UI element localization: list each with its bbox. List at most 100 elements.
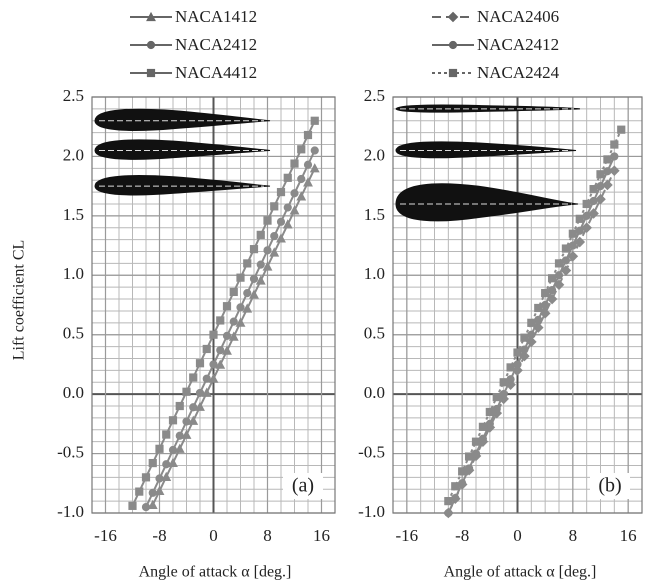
- marker: [568, 241, 577, 250]
- x-axis-label: Angle of attack α [deg.]: [139, 564, 292, 581]
- marker: [595, 193, 606, 205]
- marker: [448, 68, 458, 78]
- marker: [513, 348, 522, 357]
- marker: [283, 203, 292, 212]
- marker: [596, 182, 605, 191]
- y-tick-label: 2.0: [364, 145, 385, 164]
- marker: [492, 393, 501, 402]
- marker: [527, 330, 536, 339]
- marker: [263, 216, 272, 225]
- y-tick-label: 1.0: [364, 264, 385, 283]
- marker: [520, 333, 529, 342]
- marker: [270, 202, 279, 211]
- marker: [485, 419, 494, 428]
- marker: [202, 374, 211, 383]
- marker: [499, 390, 508, 399]
- marker: [202, 344, 211, 354]
- marker: [554, 259, 564, 268]
- airfoil: [395, 104, 581, 113]
- x-axis-label: Angle of attack α [deg.]: [444, 564, 597, 581]
- marker: [451, 494, 460, 503]
- marker: [216, 346, 225, 355]
- marker: [561, 256, 571, 265]
- plot-frame: [392, 96, 643, 514]
- x-tick-label: 8: [569, 526, 578, 545]
- marker: [141, 502, 151, 512]
- y-tick-label: -0.5: [57, 442, 84, 461]
- legend-label: NACA2412: [477, 35, 559, 54]
- marker: [256, 230, 265, 239]
- marker: [256, 260, 265, 269]
- marker: [215, 359, 226, 369]
- marker: [236, 303, 245, 312]
- marker: [195, 359, 205, 368]
- marker: [222, 302, 232, 311]
- y-tick-label: -0.5: [358, 442, 385, 461]
- marker: [520, 345, 529, 354]
- legend-entry: NACA2406: [432, 7, 559, 26]
- marker: [513, 360, 522, 369]
- marker: [243, 289, 252, 298]
- plot-frame: [91, 96, 336, 514]
- marker: [478, 422, 488, 431]
- legend-label: NACA4412: [175, 63, 257, 82]
- marker: [303, 130, 313, 140]
- y-tick-label: 2.5: [63, 86, 84, 105]
- y-tick-label: 2.5: [364, 86, 385, 105]
- marker: [283, 173, 292, 182]
- marker: [209, 330, 218, 339]
- marker: [451, 482, 460, 491]
- marker: [222, 331, 232, 341]
- marker: [296, 191, 307, 201]
- marker: [589, 196, 598, 206]
- marker: [554, 271, 564, 280]
- marker: [195, 401, 205, 411]
- legend-entry: NACA4412: [130, 63, 257, 82]
- marker: [146, 40, 156, 50]
- panel-label-box: (a): [283, 473, 323, 499]
- marker: [229, 287, 238, 297]
- marker: [448, 40, 458, 50]
- marker: [189, 373, 198, 382]
- airfoil-sketches: [94, 104, 581, 222]
- marker: [602, 179, 613, 191]
- marker: [249, 289, 259, 299]
- marker: [478, 434, 488, 443]
- y-tick-label: -1.0: [358, 502, 385, 521]
- marker: [492, 404, 501, 414]
- marker: [610, 140, 619, 149]
- marker: [603, 167, 612, 176]
- marker: [547, 286, 557, 295]
- marker: [262, 261, 273, 271]
- legend-entry: NACA2412: [130, 35, 257, 54]
- marker: [228, 331, 239, 341]
- marker: [195, 388, 205, 398]
- marker: [297, 174, 306, 184]
- panel: -1.0 -0.5 0.0 0.5 1.0 1.5 2.0 2.5 -16 -8 0 8 16: [358, 86, 643, 545]
- marker: [541, 289, 550, 298]
- marker: [141, 473, 151, 482]
- marker: [447, 11, 459, 23]
- legend-entry: NACA2424: [432, 63, 560, 82]
- y-tick-label: -1.0: [57, 502, 84, 521]
- marker: [609, 165, 620, 176]
- marker: [581, 222, 592, 234]
- marker: [276, 233, 286, 243]
- x-tick-label: -8: [152, 526, 166, 545]
- marker: [243, 259, 252, 268]
- panel-label-bg: [590, 473, 630, 499]
- marker: [289, 205, 300, 215]
- marker: [297, 145, 306, 154]
- panel-label: (b): [598, 475, 621, 497]
- panel-label: (a): [292, 475, 314, 497]
- x-tick-label: 0: [209, 526, 218, 545]
- y-tick-label: 1.0: [63, 264, 84, 283]
- marker: [263, 246, 272, 255]
- marker: [249, 274, 259, 283]
- legend-entry: NACA2412: [432, 35, 559, 54]
- marker: [534, 315, 543, 324]
- marker: [249, 245, 259, 254]
- x-tick-label: -16: [94, 526, 117, 545]
- marker: [155, 444, 164, 453]
- marker: [201, 387, 212, 397]
